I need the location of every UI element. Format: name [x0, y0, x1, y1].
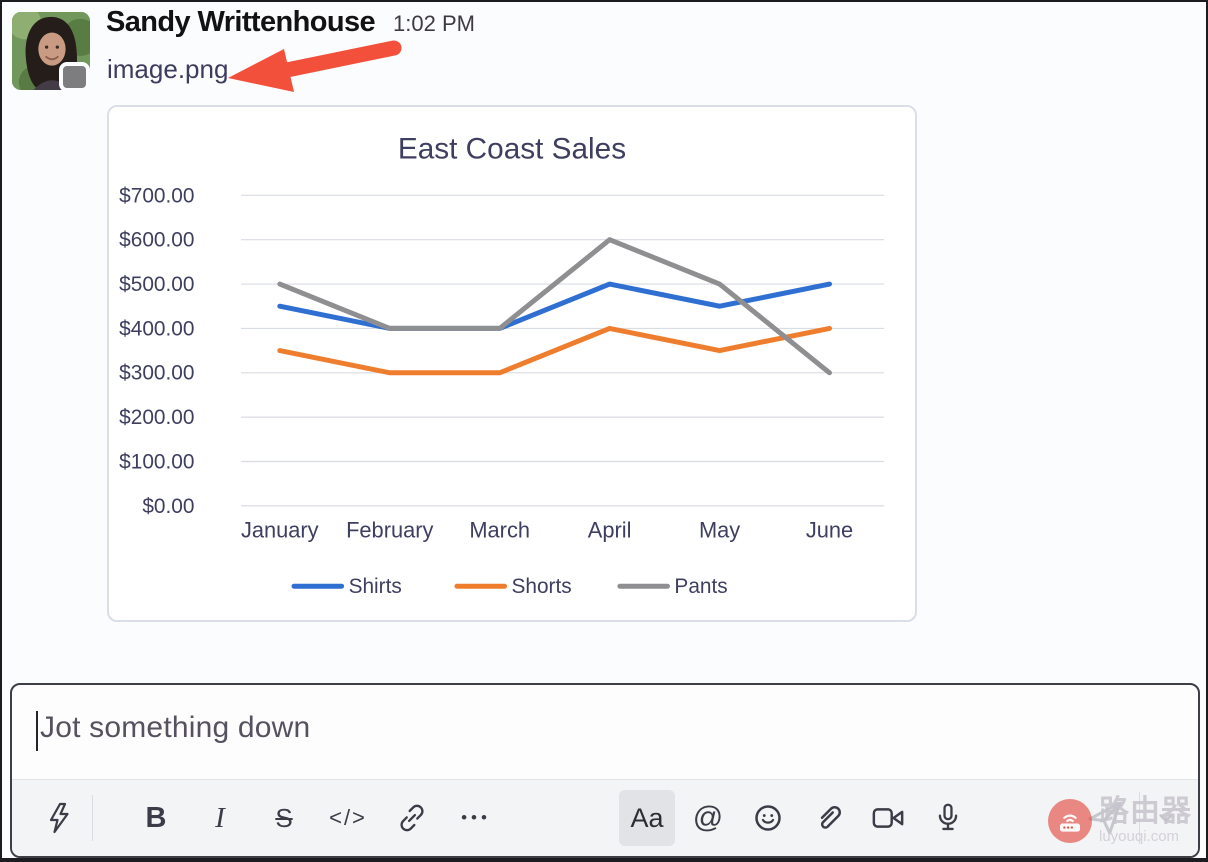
series-line-pants — [277, 237, 833, 376]
italic-label: I — [215, 801, 225, 834]
code-button[interactable]: </> — [325, 795, 371, 841]
x-axis-label: June — [806, 518, 853, 543]
message-header: Sandy Writtenhouse 1:02 PM — [106, 6, 475, 39]
attachment-filename[interactable]: image.png — [107, 54, 229, 84]
text-cursor — [36, 711, 38, 751]
link-icon — [400, 804, 424, 832]
link-button[interactable] — [389, 795, 435, 841]
y-axis-label: $600.00 — [119, 229, 194, 252]
message-input-placeholder: Jot something down — [40, 711, 311, 744]
shortcuts-button[interactable] — [36, 795, 82, 841]
x-axis-label: April — [588, 518, 632, 543]
legend-label: Shorts — [512, 575, 572, 598]
attachment-row: image.png — [107, 54, 228, 85]
attach-file-button[interactable] — [805, 795, 851, 841]
toolbar-divider — [92, 795, 93, 841]
schedule-send-button[interactable] — [1154, 806, 1178, 830]
chart-title: East Coast Sales — [398, 133, 626, 166]
avatar-status-badge — [59, 62, 90, 92]
red-arrow-icon — [228, 40, 402, 92]
formatting-toggle-label: Aa — [630, 802, 664, 833]
x-axis-label: May — [699, 518, 740, 543]
composer-toolbar: B I S </> ••• — [12, 779, 1198, 856]
mention-icon: @ — [692, 801, 724, 834]
y-axis-label: $200.00 — [119, 406, 194, 429]
video-camera-icon — [872, 808, 904, 828]
series-line-shirts — [277, 281, 833, 331]
formatting-toggle-button[interactable]: Aa — [619, 790, 675, 846]
y-axis-label: $700.00 — [119, 184, 194, 207]
microphone-icon — [938, 803, 958, 831]
y-axis-label: $400.00 — [119, 317, 194, 340]
y-axis-label: $300.00 — [119, 362, 194, 385]
attachment-image-preview[interactable]: East Coast Sales $700.00 $600.00 $500.00 $40… — [107, 105, 917, 622]
message-author[interactable]: Sandy Writtenhouse — [106, 6, 376, 38]
message-timestamp[interactable]: 1:02 PM — [393, 11, 475, 36]
y-axis-label: $500.00 — [119, 273, 194, 296]
send-divider — [1139, 792, 1140, 844]
legend-label: Shirts — [349, 575, 402, 598]
more-formatting-button[interactable]: ••• — [453, 795, 499, 841]
message-composer: Jot something down B I S </> — [10, 683, 1200, 858]
strikethrough-label: S — [275, 802, 293, 833]
emoji-button[interactable] — [745, 795, 791, 841]
send-group — [1085, 792, 1178, 844]
send-plane-icon — [1088, 801, 1122, 835]
legend-label: Pants — [674, 575, 727, 598]
chevron-down-icon — [1159, 814, 1173, 823]
bold-button[interactable]: B — [133, 795, 179, 841]
send-button[interactable] — [1085, 798, 1125, 838]
smiley-icon — [755, 805, 781, 831]
x-axis-label: January — [241, 518, 319, 543]
y-axis-label: $100.00 — [119, 450, 194, 473]
x-axis-label: March — [469, 518, 530, 543]
strikethrough-button[interactable]: S — [261, 795, 307, 841]
east-coast-sales-chart: East Coast Sales $700.00 $600.00 $500.00 $40… — [119, 133, 885, 598]
code-label: </> — [329, 805, 367, 830]
paperclip-icon — [820, 806, 841, 829]
y-axis-label: $0.00 — [142, 495, 194, 518]
x-axis-label: February — [346, 518, 433, 543]
bold-label: B — [145, 801, 167, 834]
italic-button[interactable]: I — [197, 795, 243, 841]
message-input[interactable]: Jot something down — [12, 685, 1198, 781]
series-line-shorts — [277, 325, 833, 376]
record-audio-button[interactable] — [925, 795, 971, 841]
lightning-icon — [49, 802, 69, 834]
ellipsis-icon: ••• — [461, 808, 491, 827]
mention-button[interactable]: @ — [685, 795, 731, 841]
record-video-button[interactable] — [865, 795, 911, 841]
